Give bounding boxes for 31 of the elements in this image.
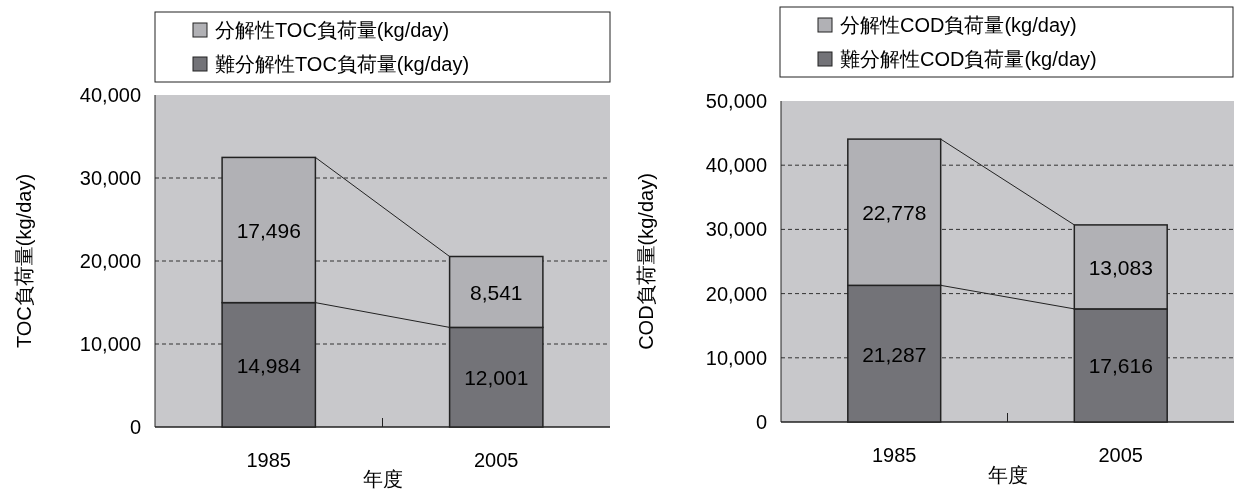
y-tick-label: 0 — [755, 411, 767, 433]
y-tick-label: 30,000 — [79, 167, 141, 189]
x-tick-label: 1985 — [872, 444, 917, 466]
legend-label: 分解性TOC負荷量(kg/day) — [215, 19, 450, 41]
y-tick-label: 20,000 — [79, 250, 141, 272]
x-tick-label: 2005 — [1098, 444, 1143, 466]
y-tick-label: 40,000 — [705, 154, 767, 177]
data-label: 21,287 — [862, 342, 927, 366]
y-tick-label: 50,000 — [705, 90, 767, 112]
data-label: 14,984 — [236, 353, 302, 377]
y-axis-title: TOC負荷量(kg/day) — [13, 173, 36, 349]
legend-label: 分解性COD負荷量(kg/day) — [840, 14, 1077, 36]
y-axis-title: COD負荷量(kg/day) — [635, 173, 658, 350]
data-label: 17,616 — [1088, 354, 1153, 378]
legend-label: 難分解性TOC負荷量(kg/day) — [215, 53, 470, 75]
data-label: 17,496 — [236, 219, 301, 243]
y-tick-label: 20,000 — [705, 282, 767, 305]
y-tick-label: 10,000 — [79, 333, 141, 355]
data-label: 12,001 — [464, 366, 529, 390]
data-label: 22,778 — [862, 201, 927, 225]
data-label: 8,541 — [469, 280, 523, 304]
y-tick-label: 30,000 — [705, 218, 767, 241]
x-axis-title: 年度 — [362, 468, 403, 490]
data-label: 13,083 — [1088, 255, 1153, 279]
y-tick-label: 40,000 — [79, 84, 141, 106]
legend-label: 難分解性COD負荷量(kg/day) — [840, 48, 1097, 70]
y-tick-label: 10,000 — [705, 346, 767, 369]
x-tick-label: 1985 — [246, 449, 291, 471]
x-tick-label: 2005 — [474, 449, 519, 471]
x-axis-title: 年度 — [987, 464, 1028, 486]
y-tick-label: 0 — [129, 416, 141, 438]
